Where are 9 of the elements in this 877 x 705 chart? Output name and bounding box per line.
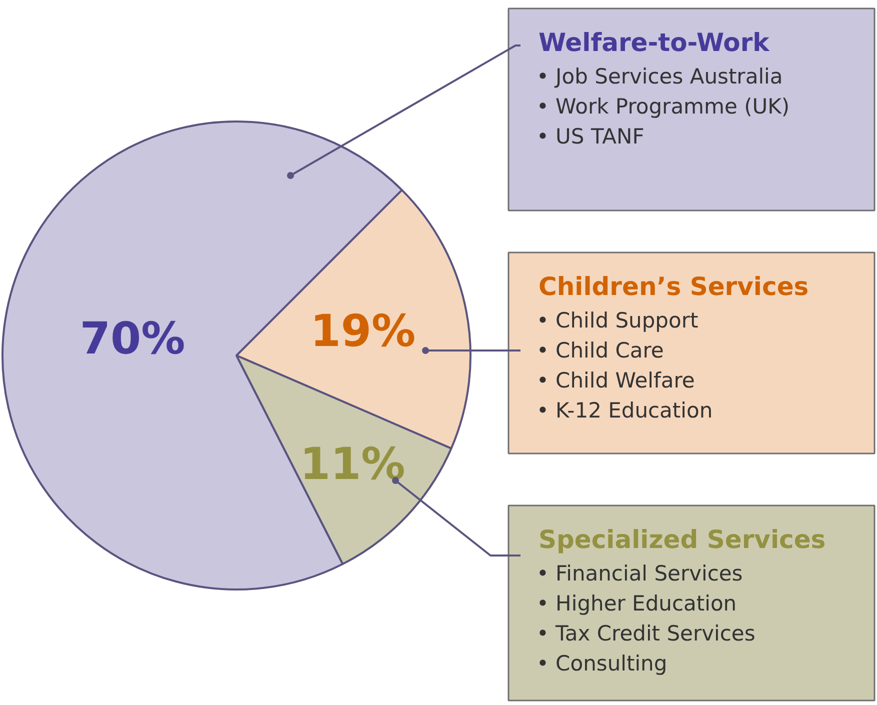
- slice-label: Welfare-to-Work: [538, 28, 771, 57]
- slice-label: Specialized Services: [538, 525, 826, 554]
- text: • Child Support • Child Care • Child Welfare • K-12 Education: [536, 308, 713, 422]
- data-label: 70%: [80, 314, 186, 365]
- text: • Job Services Australia • Work Programme (UK) • US TANF: [536, 64, 790, 148]
- data-label: 11%: [300, 438, 406, 490]
- data-label: 19%: [310, 306, 416, 357]
- text: • Financial Services • Higher Education • Tax Credit Services • Consulting: [536, 562, 756, 676]
- slice-label: Children’s Services: [538, 272, 809, 301]
